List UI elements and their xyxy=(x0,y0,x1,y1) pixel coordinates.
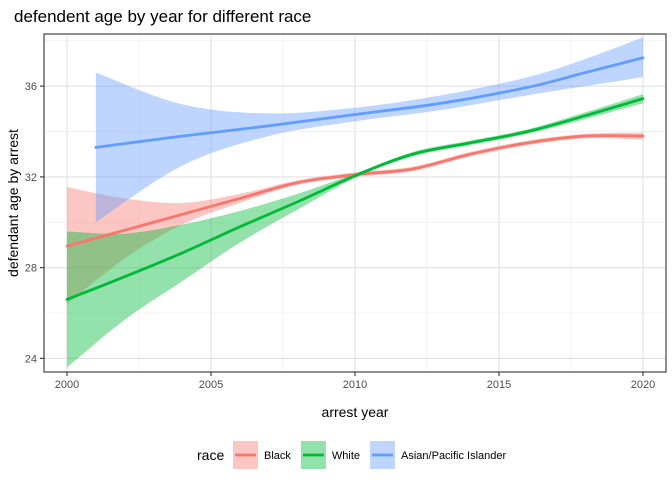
legend-key-white: White xyxy=(300,441,360,469)
chart-title: defendent age by year for different race xyxy=(14,7,311,26)
x-tick-label: 2020 xyxy=(631,379,655,391)
x-tick-label: 2005 xyxy=(199,379,223,391)
series-lines xyxy=(65,56,645,301)
legend-label-black: Black xyxy=(264,450,291,462)
series-line-asian-pacific-islander xyxy=(94,56,645,149)
x-tick-label: 2010 xyxy=(343,379,367,391)
y-tick-label: 32 xyxy=(25,172,37,184)
y-tick-label: 24 xyxy=(25,353,37,365)
legend-label-asian-pacific-islander: Asian/Pacific Islander xyxy=(401,450,506,462)
legend-title: race xyxy=(197,447,224,463)
confidence-band-white xyxy=(67,94,643,368)
confidence-bands xyxy=(67,37,643,368)
x-tick-label: 2000 xyxy=(55,379,79,391)
legend-key-asian-pacific-islander: Asian/Pacific Islander xyxy=(370,441,507,469)
legend-key-black: Black xyxy=(233,441,291,469)
legend-label-white: White xyxy=(332,450,360,462)
confidence-band-asian-pacific-islander xyxy=(95,37,643,223)
y-axis-ticks: 24 28 32 36 xyxy=(25,81,44,365)
confidence-band-black xyxy=(67,132,643,304)
x-axis-title: arrest year xyxy=(322,404,389,420)
y-tick-label: 28 xyxy=(25,263,37,275)
series-line-white xyxy=(65,97,645,301)
y-axis-title: defendant age by arrest xyxy=(5,129,21,277)
x-axis-ticks: 2000 2005 2010 2015 2020 xyxy=(55,372,655,391)
legend: race Black White Asian/Pacific Islander xyxy=(197,441,507,469)
x-tick-label: 2015 xyxy=(487,379,511,391)
grid xyxy=(44,34,666,372)
y-tick-label: 36 xyxy=(25,81,37,93)
